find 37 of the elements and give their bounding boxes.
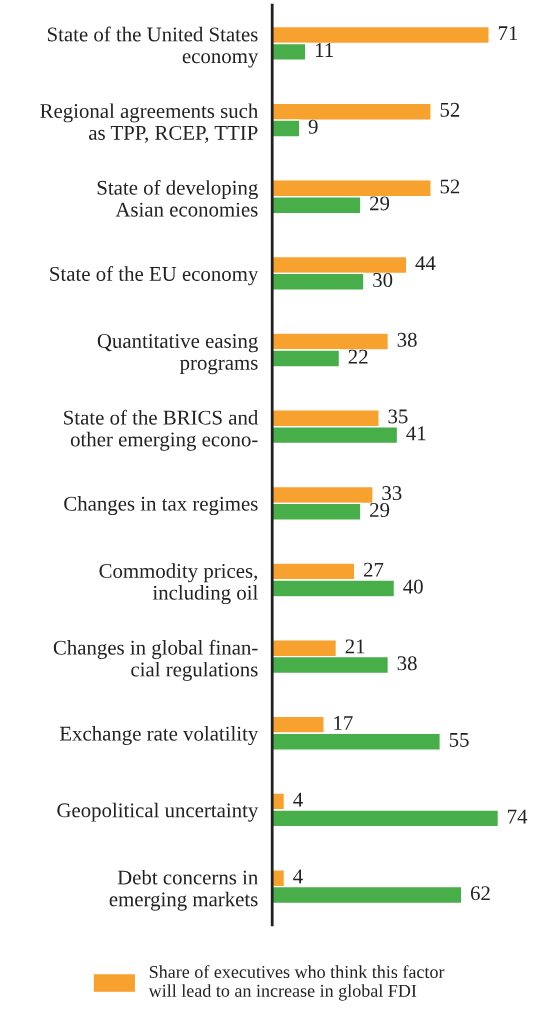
data-label: 4 [293,869,303,884]
data-label: 27 [363,562,384,577]
data-label: 22 [348,349,368,364]
data-label: 9 [308,119,318,134]
y-tick-label: State of the BRICS and other emerging econo- [64,409,259,451]
data-label: 33 [382,486,402,501]
data-label: 40 [403,579,423,594]
data-label: 74 [508,809,528,824]
y-tick-label: Commodity prices, including oil [99,563,258,605]
y-tick-label: Geopolitical uncertainty [57,802,259,822]
data-label: 30 [373,272,393,288]
y-tick-label: Exchange rate volatility [59,726,259,746]
data-label: 35 [388,409,408,424]
data-label: 44 [415,256,436,270]
data-label: 4 [293,792,303,807]
legend-label: Share of executives who think this factor will lead to an increase in global FDI [148,965,445,1001]
data-label: 38 [397,332,417,347]
data-label: 17 [334,716,353,730]
data-label: 52 [440,179,460,194]
data-label: 29 [370,196,390,211]
data-label: 29 [370,502,390,517]
y-tick-label: Debt concerns in emerging markets [109,869,258,911]
y-tick-label: State of developing Asian economies [97,179,258,217]
data-label: 38 [397,656,417,671]
data-label: 41 [406,426,426,441]
y-tick-label: State of the EU economy [50,266,259,286]
y-tick-label: State of the United States economy [47,26,259,68]
y-tick-label: Changes in global finan- cial regulations [53,639,258,681]
data-label: 21 [345,639,365,654]
data-label: 55 [449,733,469,747]
data-label: 62 [470,886,490,901]
y-tick-label: Quantitative easing programs [97,333,258,375]
data-label: 11 [315,43,333,57]
y-tick-label: Regional agreements such as TPP, RCEP, TTIP [40,103,259,143]
data-label: 71 [498,26,518,41]
y-tick-label: Changes in tax regimes [64,496,258,516]
data-label: 52 [440,102,460,117]
